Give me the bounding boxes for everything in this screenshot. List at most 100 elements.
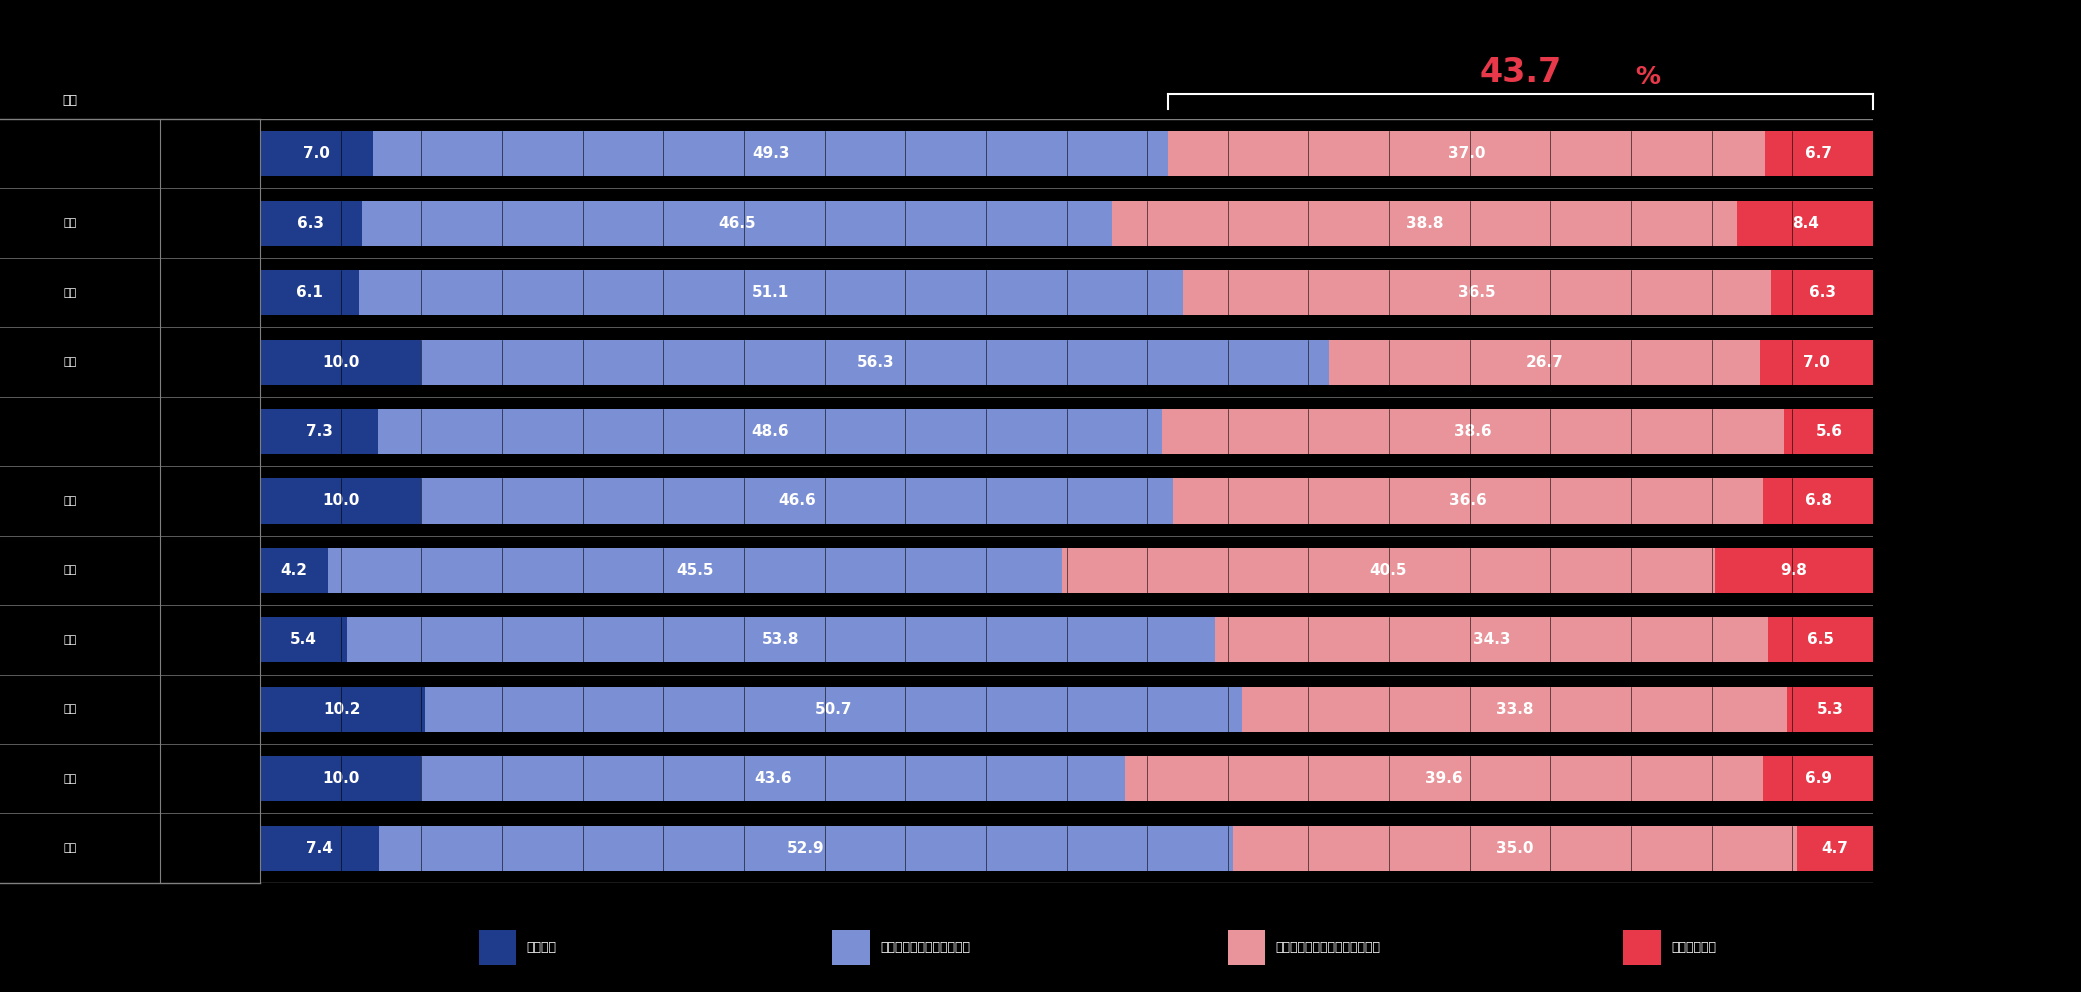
Text: 50.7: 50.7	[816, 701, 853, 717]
Bar	[1761, 339, 1873, 385]
Text: 36.6: 36.6	[1448, 493, 1488, 509]
Text: 35.0: 35.0	[1496, 840, 1534, 856]
Bar	[1232, 825, 1798, 871]
Text: 37.0: 37.0	[1448, 146, 1486, 162]
Text: 10.0: 10.0	[323, 771, 360, 787]
Text: 33.8: 33.8	[1496, 701, 1534, 717]
Text: 6.1: 6.1	[296, 285, 323, 301]
Text: 6.7: 6.7	[1806, 146, 1833, 162]
Bar	[420, 339, 1330, 385]
Text: 51.1: 51.1	[751, 285, 789, 301]
Text: 6.8: 6.8	[1804, 493, 1831, 509]
Text: 40.5: 40.5	[1369, 562, 1407, 578]
Bar	[1242, 686, 1788, 732]
Text: 53.8: 53.8	[762, 632, 799, 648]
Bar	[1771, 270, 1873, 315]
Text: どちらかといえばそう思う: どちらかといえばそう思う	[880, 940, 970, 954]
Text: 43.7: 43.7	[1480, 57, 1561, 89]
Bar	[1167, 131, 1765, 177]
Text: 外側: 外側	[62, 357, 77, 367]
Bar	[260, 200, 362, 246]
Text: 5.6: 5.6	[1817, 424, 1844, 439]
Text: 52.9: 52.9	[787, 840, 824, 856]
Bar	[348, 617, 1215, 663]
Bar	[260, 478, 420, 524]
Text: 外側: 外側	[62, 565, 77, 575]
Bar	[1061, 548, 1715, 593]
Bar	[420, 756, 1124, 802]
Text: 46.6: 46.6	[778, 493, 816, 509]
Bar	[260, 825, 379, 871]
Text: 6.9: 6.9	[1806, 771, 1833, 787]
Text: 7.3: 7.3	[306, 424, 333, 439]
Text: 7.0: 7.0	[1802, 354, 1829, 370]
Text: 内外: 内外	[62, 218, 77, 228]
Bar	[1124, 756, 1763, 802]
Text: 4.7: 4.7	[1821, 840, 1848, 856]
Bar	[1182, 270, 1771, 315]
Bar	[1174, 478, 1763, 524]
Text: 内側: 内側	[62, 288, 77, 298]
Bar	[358, 270, 1182, 315]
Text: 38.6: 38.6	[1455, 424, 1492, 439]
Bar	[329, 548, 1061, 593]
Text: 4.2: 4.2	[281, 562, 308, 578]
Bar	[1738, 200, 1873, 246]
Text: そう思わない: そう思わない	[1671, 940, 1717, 954]
Bar	[1330, 339, 1761, 385]
Bar	[362, 200, 1111, 246]
Text: 38.8: 38.8	[1407, 215, 1444, 231]
Bar	[260, 409, 379, 454]
Text: 6.3: 6.3	[298, 215, 325, 231]
Bar	[1111, 200, 1738, 246]
Text: 内側: 内側	[62, 774, 77, 784]
Text: 6.5: 6.5	[1806, 632, 1833, 648]
Text: 外側: 外側	[62, 843, 77, 853]
Text: 内外: 内外	[62, 94, 77, 107]
Text: 26.7: 26.7	[1525, 354, 1563, 370]
Bar	[260, 617, 348, 663]
Text: 外側: 外側	[62, 704, 77, 714]
Bar	[379, 825, 1232, 871]
Bar	[260, 548, 329, 593]
Bar	[260, 756, 420, 802]
Text: 8.4: 8.4	[1792, 215, 1819, 231]
Bar	[1798, 825, 1873, 871]
Text: 39.6: 39.6	[1425, 771, 1463, 787]
Bar	[379, 409, 1161, 454]
Text: 10.2: 10.2	[325, 701, 362, 717]
Bar	[260, 270, 358, 315]
Text: 56.3: 56.3	[857, 354, 895, 370]
Text: どちらかといえばそう思わない: どちらかといえばそう思わない	[1276, 940, 1380, 954]
Bar	[1788, 686, 1873, 732]
Text: 5.4: 5.4	[289, 632, 316, 648]
Text: 10.0: 10.0	[323, 354, 360, 370]
Bar	[420, 478, 1174, 524]
Bar	[372, 131, 1167, 177]
Bar	[260, 686, 425, 732]
Bar	[1715, 548, 1873, 593]
Bar	[1763, 478, 1873, 524]
Text: 6.3: 6.3	[1808, 285, 1835, 301]
Bar	[1765, 131, 1873, 177]
Text: 36.5: 36.5	[1459, 285, 1496, 301]
Text: 9.8: 9.8	[1781, 562, 1806, 578]
Text: 内側: 内側	[62, 496, 77, 506]
Text: 43.6: 43.6	[753, 771, 791, 787]
Text: 49.3: 49.3	[751, 146, 789, 162]
Bar	[425, 686, 1242, 732]
Text: 34.3: 34.3	[1473, 632, 1511, 648]
Bar	[260, 339, 420, 385]
Text: 10.0: 10.0	[323, 493, 360, 509]
Text: 45.5: 45.5	[676, 562, 714, 578]
Text: 7.0: 7.0	[304, 146, 331, 162]
Text: 5.3: 5.3	[1817, 701, 1844, 717]
Bar	[260, 131, 372, 177]
Bar	[1161, 409, 1783, 454]
Text: 内側: 内側	[62, 635, 77, 645]
Text: %: %	[1636, 65, 1661, 89]
Text: 48.6: 48.6	[751, 424, 789, 439]
Bar	[1763, 756, 1875, 802]
Text: そう思う: そう思う	[526, 940, 556, 954]
Bar	[1783, 409, 1875, 454]
